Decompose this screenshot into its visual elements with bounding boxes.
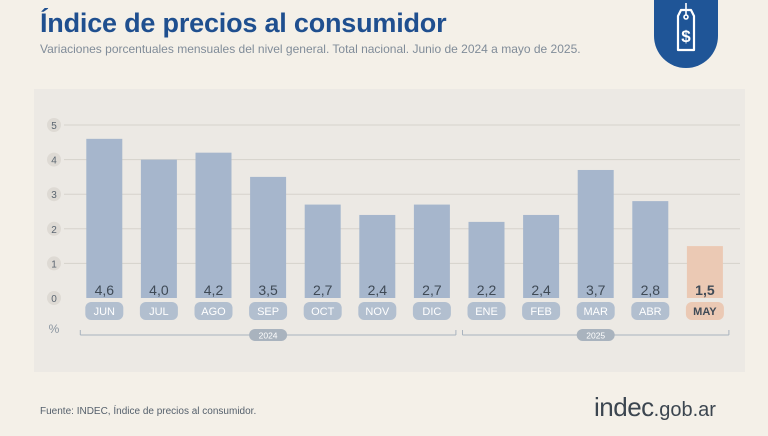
category-label: OCT xyxy=(311,306,335,318)
y-tick-marker xyxy=(47,118,61,132)
category-label: JUN xyxy=(94,306,115,318)
bar-value-label: 4,2 xyxy=(204,282,224,298)
bar xyxy=(304,204,341,298)
bar xyxy=(523,214,560,298)
year-label: 2024 xyxy=(259,331,278,341)
indec-logo[interactable]: indec.gob.ar xyxy=(594,392,716,423)
y-tick-label: 2 xyxy=(51,225,57,236)
y-axis-unit: % xyxy=(49,322,60,336)
category-pill xyxy=(576,302,615,320)
category-pill xyxy=(358,302,397,320)
bar-value-label: 3,7 xyxy=(586,282,606,298)
category-pill xyxy=(467,302,506,320)
category-pill xyxy=(249,302,288,320)
category-label: MAY xyxy=(693,306,717,318)
category-label: FEB xyxy=(530,306,551,318)
category-label: ABR xyxy=(639,306,662,318)
bar-value-label: 2,2 xyxy=(477,282,497,298)
year-pill xyxy=(249,329,288,341)
category-label: JUL xyxy=(149,306,169,318)
category-pill xyxy=(303,302,342,320)
bar-value-label: 1,5 xyxy=(695,282,715,298)
source-note: Fuente: INDEC, Índice de precios al cons… xyxy=(40,406,257,417)
bar xyxy=(686,246,723,298)
bar xyxy=(86,138,123,298)
category-pill xyxy=(685,302,724,320)
y-tick-label: 1 xyxy=(51,259,57,270)
y-tick-marker xyxy=(47,152,61,167)
bar xyxy=(468,221,505,298)
bar xyxy=(195,152,232,298)
y-tick-label: 4 xyxy=(51,156,57,167)
bar-value-label: 4,6 xyxy=(95,282,115,298)
y-tick-label: 0 xyxy=(51,294,57,305)
year-pill xyxy=(576,329,615,341)
price-tag-dollar-icon: $ xyxy=(676,3,696,52)
category-label: NOV xyxy=(365,306,390,318)
bar xyxy=(140,159,177,298)
price-tag-badge: $ xyxy=(654,0,718,68)
category-label: DIC xyxy=(422,306,441,318)
svg-text:$: $ xyxy=(681,27,691,46)
logo-name: indec xyxy=(594,392,654,422)
bar xyxy=(577,169,614,298)
y-tick-label: 3 xyxy=(51,190,57,201)
category-pill xyxy=(631,302,670,320)
y-tick-marker xyxy=(47,221,61,236)
bar-value-label: 2,7 xyxy=(313,282,333,298)
category-label: MAR xyxy=(583,306,608,318)
category-pill xyxy=(85,302,124,320)
logo-domain: .gob.ar xyxy=(653,399,716,421)
bar xyxy=(632,201,669,298)
bar-value-label: 3,5 xyxy=(258,282,278,298)
category-pill xyxy=(194,302,233,320)
bar xyxy=(250,176,287,298)
category-pill xyxy=(139,302,178,320)
bar-value-label: 4,0 xyxy=(149,282,169,298)
y-tick-label: 5 xyxy=(51,121,57,132)
year-label: 2025 xyxy=(586,331,605,341)
category-pill xyxy=(412,302,451,320)
y-tick-marker xyxy=(47,256,61,271)
bar-value-label: 2,4 xyxy=(531,282,551,298)
bar xyxy=(413,204,450,298)
bar-value-label: 2,7 xyxy=(422,282,442,298)
bar-value-label: 2,8 xyxy=(641,282,661,298)
category-pill xyxy=(522,302,561,320)
category-label: ENE xyxy=(475,306,498,318)
bar xyxy=(359,214,396,298)
page-title: Índice de precios al consumidor xyxy=(40,8,447,38)
category-label: SEP xyxy=(257,306,279,318)
y-tick-marker xyxy=(47,187,61,202)
category-label: AGO xyxy=(201,306,226,318)
y-tick-marker xyxy=(47,291,61,305)
page-subtitle: Variaciones porcentuales mensuales del n… xyxy=(40,42,581,56)
ipc-bar-chart: 0 1 2 3 4 5% 4,6 JUN 4,0 JUL 4,2 AGO 3,5 SEP 2,7 OCT 2,4… xyxy=(47,118,740,341)
bar-value-label: 2,4 xyxy=(368,282,388,298)
